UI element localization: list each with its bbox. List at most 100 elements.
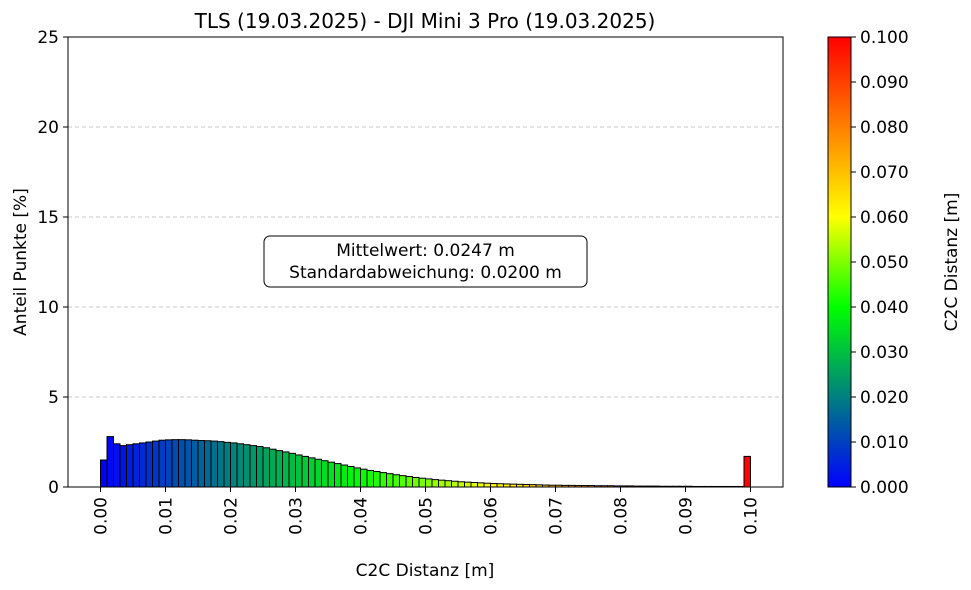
stats-std: Standardabweichung: 0.0200 m (289, 263, 562, 283)
y-gridlines (68, 126, 783, 398)
histogram-bar (171, 439, 179, 488)
histogram-bar (184, 439, 192, 488)
y-tick-label: 15 (37, 208, 59, 228)
histogram-bar (100, 459, 108, 488)
histogram-bar (477, 482, 485, 488)
x-tick-label: 0.04 (352, 497, 372, 535)
histogram-bar (230, 442, 238, 488)
histogram-bar (210, 440, 218, 488)
histogram-bar (314, 458, 322, 488)
histogram-bar (262, 447, 270, 488)
colorbar (827, 36, 852, 488)
x-tick-label: 0.07 (547, 497, 567, 535)
histogram-bar (379, 472, 387, 488)
histogram-bar (288, 452, 296, 488)
histogram-bar (483, 482, 491, 488)
histogram-bar (399, 475, 407, 488)
x-axis-ticks: 0.00 0.01 0.02 0.03 0.04 0.05 0.06 0.07 0.08 0.09… (92, 487, 762, 535)
chart-title: TLS (19.03.2025) - DJI Mini 3 Pro (19.03… (194, 9, 656, 33)
colorbar-tick-label: 0.080 (860, 118, 909, 138)
y-tick-label: 5 (48, 388, 59, 408)
histogram-bar (106, 436, 114, 488)
histogram-bar (425, 478, 433, 488)
colorbar-tick-label: 0.060 (860, 208, 909, 228)
x-tick-label: 0.01 (157, 497, 177, 535)
histogram-bar (145, 441, 153, 488)
colorbar-tick-label: 0.050 (860, 253, 909, 273)
histogram-bar (301, 455, 309, 488)
stats-box (263, 235, 588, 288)
histogram-bar (457, 481, 465, 488)
histogram-bar (353, 467, 361, 488)
histogram-bar (165, 439, 173, 488)
y-tick-label: 20 (37, 118, 59, 138)
histogram-bar (412, 476, 420, 488)
y-axis-ticks: 0 5 10 15 20 25 (37, 28, 68, 498)
colorbar-tick-label: 0.040 (860, 298, 909, 318)
histogram-bar (405, 476, 413, 488)
histogram-bar (295, 454, 303, 488)
histogram-bar (139, 442, 147, 488)
histogram-bar (249, 445, 257, 488)
x-tick-label: 0.10 (742, 497, 762, 535)
x-tick-label: 0.03 (287, 497, 307, 535)
x-tick-label: 0.00 (92, 497, 112, 535)
histogram-bar (418, 477, 426, 488)
histogram-bar (256, 446, 264, 488)
histogram-bar (243, 444, 251, 488)
histogram-bar (321, 460, 329, 488)
stats-mean: Mittelwert: 0.0247 m (336, 241, 515, 261)
histogram-bar (152, 440, 160, 488)
histogram-bar (386, 473, 394, 488)
histogram-bar (366, 469, 374, 488)
histogram-bar (327, 461, 335, 488)
x-tick-label: 0.02 (222, 497, 242, 535)
histogram-bar (431, 479, 439, 488)
colorbar-label: C2C Distanz [m] (942, 193, 962, 332)
histogram-bars (100, 436, 751, 488)
histogram-bar (743, 455, 751, 488)
histogram-bar (197, 440, 205, 488)
histogram-bar (204, 440, 212, 488)
x-tick-label: 0.08 (612, 497, 632, 535)
y-tick-label: 25 (37, 28, 59, 48)
colorbar-tick-label: 0.100 (860, 28, 909, 48)
histogram-bar (113, 443, 121, 488)
histogram-bar (132, 443, 140, 488)
histogram-bar (217, 441, 225, 488)
histogram-bar (269, 448, 277, 488)
histogram-bar (223, 441, 231, 488)
histogram-bar (119, 445, 127, 488)
histogram-bar (126, 444, 134, 488)
y-tick-label: 10 (37, 298, 59, 318)
histogram-bar (275, 450, 283, 488)
colorbar-tick-label: 0.020 (860, 388, 909, 408)
histogram-bar (490, 483, 498, 488)
histogram-bar (470, 482, 478, 488)
stats-annotation: Mittelwert: 0.0247 m Standardabweichung:… (263, 235, 588, 288)
histogram-bar (236, 443, 244, 488)
colorbar-tick-label: 0.000 (860, 478, 909, 498)
histogram-bar (282, 451, 290, 488)
x-tick-label: 0.05 (417, 497, 437, 535)
histogram-bar (347, 465, 355, 488)
histogram-bar (451, 480, 459, 488)
x-axis-label: C2C Distanz [m] (356, 561, 495, 581)
histogram-bar (438, 479, 446, 488)
colorbar-tick-label: 0.010 (860, 433, 909, 453)
x-tick-label: 0.06 (482, 497, 502, 535)
y-tick-label: 0 (48, 478, 59, 498)
histogram-bar (178, 439, 186, 488)
histogram-bar (373, 471, 381, 488)
histogram-bar (308, 457, 316, 488)
histogram-bar (392, 474, 400, 488)
histogram-bar (158, 439, 166, 488)
colorbar-tick-label: 0.030 (860, 343, 909, 363)
histogram-bar (334, 463, 342, 488)
colorbar-ticks: 0.000 0.010 0.020 0.030 0.040 0.050 0.060 0.070… (851, 28, 909, 498)
histogram-bar (340, 464, 348, 488)
histogram-bar (191, 439, 199, 488)
histogram-bar (464, 481, 472, 488)
histogram-bar (360, 468, 368, 488)
colorbar-tick-label: 0.070 (860, 163, 909, 183)
